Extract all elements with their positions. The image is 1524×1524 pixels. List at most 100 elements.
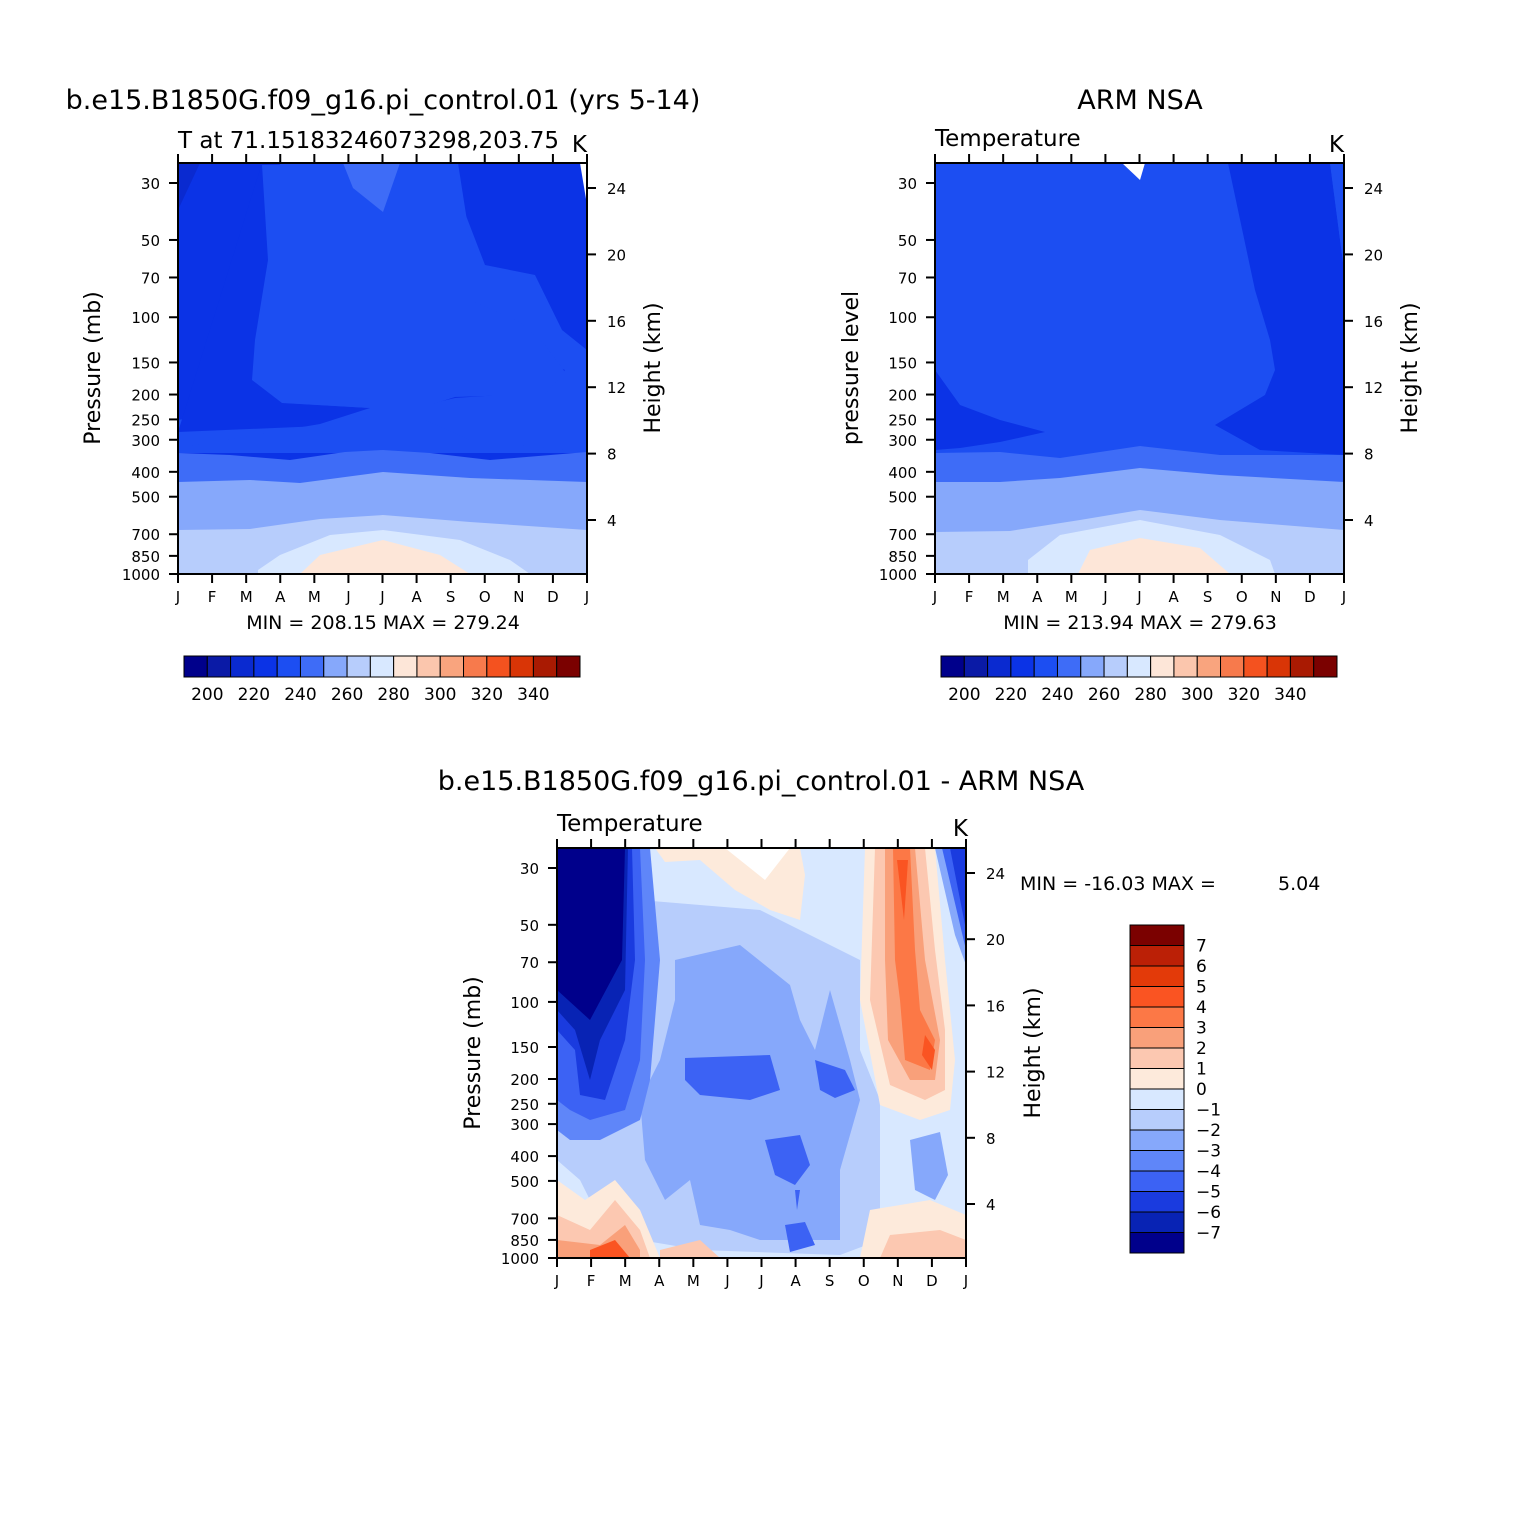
y-tick-label: 300 — [510, 1116, 539, 1134]
contour-fill — [922, 1035, 935, 1070]
x-tick-label: J — [175, 588, 180, 606]
x-tick-label: O — [1236, 588, 1248, 606]
contour-fill — [685, 1055, 780, 1100]
colorbar-swatch — [1129, 1150, 1185, 1172]
contour-fill — [795, 1190, 800, 1210]
colorbar-swatch — [1196, 655, 1222, 678]
y-tick-label: 200 — [131, 387, 160, 405]
y-tick-label: 700 — [888, 526, 917, 544]
panel-obs-subtitle: Temperature — [934, 126, 1081, 152]
contour-fill — [910, 1132, 948, 1200]
x-tick-label: N — [1270, 588, 1281, 606]
y-tick-label: 150 — [888, 354, 917, 372]
y-tick-label: 70 — [520, 954, 539, 972]
panel-diff-ylabel-right: Height (km) — [1021, 987, 1046, 1118]
colorbar-swatch — [1129, 1006, 1185, 1028]
height-tick-label: 12 — [986, 1064, 1005, 1082]
colorbar-label: 280 — [1134, 685, 1166, 705]
panel-model-subtitle: T at 71.15183246073298,203.75 — [177, 128, 559, 154]
x-tick-label: M — [619, 1272, 632, 1290]
y-axis-height: 24 20 16 12 8 4 — [1344, 180, 1383, 530]
colorbar-swatch — [299, 655, 325, 678]
x-tick-label: J — [379, 588, 384, 606]
x-tick-label: S — [825, 1272, 835, 1290]
x-tick-label: N — [513, 588, 524, 606]
colorbar-label: 300 — [1181, 685, 1213, 705]
colorbar-swatch — [1266, 655, 1291, 678]
y-tick-label: 850 — [888, 548, 917, 566]
colorbar-swatch — [369, 655, 395, 678]
y-tick-label: 70 — [898, 269, 917, 287]
colorbar-swatch — [439, 655, 465, 678]
panel-obs-ylabel-right: Height (km) — [1398, 302, 1423, 433]
y-tick-label: 1000 — [879, 566, 917, 584]
colorbar-swatch — [486, 655, 511, 678]
colorbar-swatch — [1080, 655, 1105, 678]
x-tick-label: O — [479, 588, 491, 606]
panel-diff-stats-max: 5.04 — [1278, 873, 1320, 895]
colorbar-swatch — [1056, 655, 1082, 678]
x-tick-label: A — [790, 1272, 801, 1290]
y-tick-label: 250 — [131, 411, 160, 429]
colorbar-swatch — [253, 655, 278, 678]
colorbar-label: 300 — [424, 685, 456, 705]
panel-obs-ylabel: pressure level — [839, 291, 864, 445]
colorbar-swatch — [1129, 986, 1185, 1008]
height-tick-label: 16 — [1364, 313, 1383, 331]
colorbar-label: 260 — [1088, 685, 1120, 705]
contour-fill — [765, 1135, 810, 1185]
contour-fill — [178, 163, 375, 432]
y-tick-label: 500 — [510, 1173, 539, 1191]
panel-obs-units: K — [1329, 132, 1345, 158]
colorbar-swatch — [1129, 1027, 1185, 1049]
x-tick-label: A — [1032, 588, 1043, 606]
panel-obs: ARM NSA Temperature K J F M A M J J A S O N D J 30 50… — [839, 85, 1423, 705]
x-tick-label: A — [275, 588, 286, 606]
panel-model-axes: J F M A M J J A S O N D J 30 50 70 100 150 200 250 300 400 50… — [122, 154, 626, 606]
y-axis-height: 24 20 16 12 8 4 — [966, 865, 1005, 1214]
colorbar-label: 220 — [995, 685, 1027, 705]
x-tick-label: J — [1102, 588, 1107, 606]
y-tick-label: 50 — [141, 232, 160, 250]
colorbar-swatch — [1129, 1088, 1185, 1110]
panel-obs-contours — [935, 163, 1344, 574]
colorbar-label: 280 — [377, 685, 409, 705]
contour-fill — [178, 163, 200, 210]
x-tick-label: D — [1304, 588, 1316, 606]
panel-diff-stats-label: MIN = -16.03 MAX = — [1020, 873, 1216, 895]
colorbar-swatch — [1173, 655, 1198, 678]
colorbar-swatch — [1129, 1232, 1185, 1254]
y-tick-label: 300 — [131, 432, 160, 450]
y-tick-label: 100 — [888, 309, 917, 327]
x-tick-label: S — [1203, 588, 1213, 606]
colorbar-label: 6 — [1196, 957, 1207, 977]
x-tick-label: S — [446, 588, 456, 606]
y-tick-label: 250 — [888, 411, 917, 429]
panel-model-stats: MIN = 208.15 MAX = 279.24 — [246, 612, 520, 634]
height-tick-label: 8 — [607, 446, 617, 464]
panel-model-ylabel: Pressure (mb) — [81, 291, 106, 445]
y-tick-label: 250 — [510, 1096, 539, 1114]
colorbar-label: 0 — [1196, 1080, 1207, 1100]
panel-diff-units: K — [953, 816, 969, 842]
x-tick-label: O — [858, 1272, 870, 1290]
colorbar-swatch — [1126, 655, 1152, 678]
colorbar-label: 3 — [1196, 1019, 1207, 1039]
y-tick-label: 100 — [131, 309, 160, 327]
x-tick-label: M — [997, 588, 1010, 606]
x-tick-label: D — [547, 588, 559, 606]
contour-fill — [660, 1240, 720, 1258]
colorbar-swatch — [1129, 1191, 1185, 1213]
x-tick-label: F — [587, 1272, 596, 1290]
contour-fill — [557, 848, 625, 1020]
colorbar-swatch — [532, 655, 558, 678]
colorbar-label: −7 — [1196, 1224, 1221, 1244]
colorbar-label: 240 — [1041, 685, 1073, 705]
contour-fill — [1122, 163, 1145, 180]
x-tick-label: J — [758, 1272, 763, 1290]
height-tick-label: 20 — [986, 931, 1005, 949]
colorbar-label: 7 — [1196, 937, 1207, 957]
